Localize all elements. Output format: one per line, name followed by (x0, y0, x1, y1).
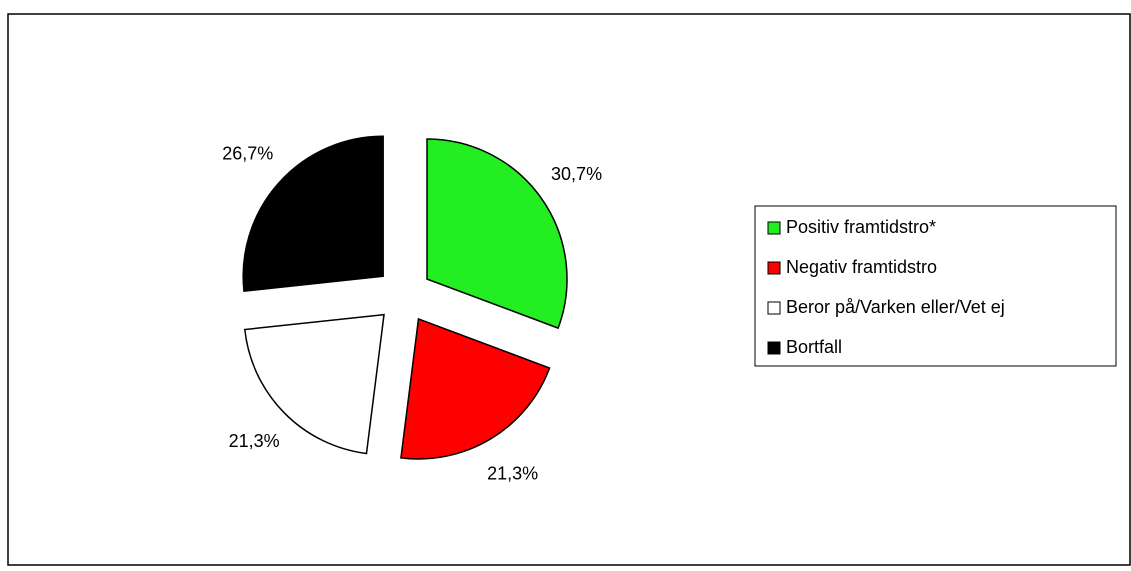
legend-label: Negativ framtidstro (786, 257, 937, 277)
legend-label: Beror på/Varken eller/Vet ej (786, 297, 1005, 317)
pie-slice (400, 317, 551, 460)
legend-swatch (767, 221, 781, 235)
legend-swatch (767, 341, 781, 355)
pie-slice (242, 135, 384, 293)
data-label: 21,3% (229, 431, 280, 451)
pie-slice (426, 138, 568, 330)
legend-swatch (767, 301, 781, 315)
pie-slice (243, 313, 385, 455)
legend-swatch (767, 261, 781, 275)
legend-label: Positiv framtidstro* (786, 217, 936, 237)
legend-box (754, 205, 1117, 367)
legend-label: Bortfall (786, 337, 842, 357)
data-label: 30,7% (551, 164, 602, 184)
data-label: 21,3% (487, 463, 538, 483)
data-label: 26,7% (222, 143, 273, 163)
